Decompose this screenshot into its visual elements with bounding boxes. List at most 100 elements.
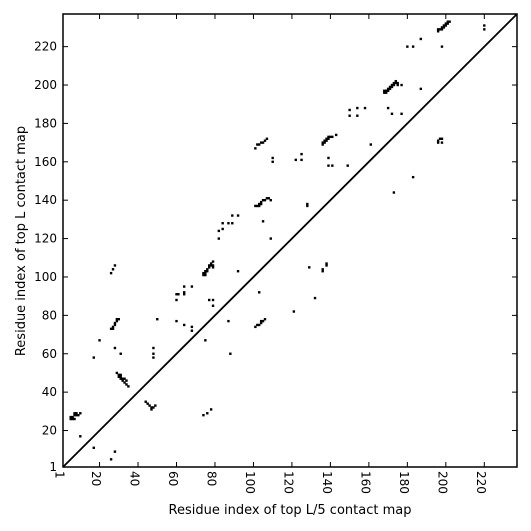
contact-point	[258, 291, 261, 294]
contact-point	[69, 415, 72, 419]
contact-point	[211, 304, 215, 307]
contact-point	[325, 262, 328, 265]
contact-point	[256, 204, 259, 208]
contact-point	[113, 346, 117, 350]
contact-point	[150, 408, 153, 411]
contact-point	[271, 156, 274, 160]
contact-point	[386, 106, 390, 110]
contact-point	[208, 266, 211, 269]
contact-point	[444, 22, 448, 25]
contact-point	[356, 114, 359, 117]
contact-point	[115, 371, 119, 375]
contact-point	[444, 24, 448, 27]
contact-point	[121, 379, 124, 382]
diagonal-layer	[62, 13, 518, 468]
contact-point	[236, 214, 240, 217]
contact-point	[294, 158, 297, 162]
contact-point	[263, 318, 267, 321]
contact-point	[175, 298, 178, 302]
contact-point	[327, 164, 330, 167]
contact-point	[113, 323, 117, 327]
contact-point	[383, 89, 386, 92]
contact-point	[259, 202, 263, 206]
contact-point	[211, 260, 215, 263]
contact-point	[394, 79, 398, 83]
contact-point	[386, 87, 390, 91]
contact-point	[221, 227, 224, 231]
contact-point	[204, 271, 207, 275]
contact-point	[411, 175, 415, 179]
contact-point	[258, 143, 261, 146]
contact-point	[77, 413, 80, 417]
diagonal-line	[62, 13, 518, 468]
contact-point	[182, 293, 186, 296]
contact-point	[308, 266, 311, 269]
contact-point	[204, 339, 207, 342]
contact-point	[325, 264, 328, 267]
contact-point	[261, 198, 265, 202]
contact-point	[175, 293, 178, 296]
contact-point	[119, 375, 122, 378]
contact-point	[440, 141, 444, 144]
contact-point	[211, 264, 215, 267]
contact-point	[127, 385, 130, 388]
x-tick-label: 100	[243, 471, 257, 494]
contact-point	[269, 237, 272, 240]
contact-point	[148, 404, 151, 407]
contact-point	[73, 413, 76, 417]
x-tick-label: 200	[435, 471, 449, 494]
contact-point	[119, 373, 122, 377]
contact-point	[256, 143, 259, 146]
x-axis-ticks: 1 20 40 60 80 100 120 140 160 180 200 220	[53, 14, 488, 494]
contact-point	[209, 264, 213, 267]
contact-point	[369, 143, 372, 146]
x-tick-label: 180	[397, 471, 411, 494]
contact-point	[436, 139, 440, 142]
contact-point	[327, 137, 330, 140]
contact-point	[386, 89, 390, 92]
contact-point	[202, 273, 205, 277]
contact-point	[396, 81, 399, 85]
y-tick-label: 80	[42, 308, 57, 322]
contact-point	[483, 28, 486, 31]
x-tick-label: 60	[166, 471, 180, 486]
contact-point	[125, 379, 128, 382]
contact-point	[292, 310, 296, 313]
y-tick-label: 100	[34, 270, 57, 284]
contact-point	[394, 81, 398, 85]
contact-point	[190, 285, 194, 288]
contact-point	[71, 415, 74, 419]
contact-point	[323, 139, 326, 142]
contact-point	[202, 413, 205, 417]
contact-point	[436, 141, 440, 144]
contact-point	[327, 135, 330, 139]
contact-point	[259, 319, 263, 323]
contact-point	[261, 141, 265, 144]
contact-point	[146, 402, 149, 405]
contact-point	[442, 24, 446, 27]
contact-point	[182, 291, 186, 294]
x-tick-label: 80	[204, 471, 218, 486]
contact-point	[356, 106, 359, 110]
contact-point	[325, 139, 328, 142]
contact-point	[150, 406, 153, 409]
contact-point	[190, 325, 194, 329]
contact-point	[115, 318, 119, 321]
contact-point	[442, 26, 446, 29]
contact-point	[440, 45, 444, 48]
y-tick-label: 120	[34, 232, 57, 246]
contact-point	[152, 352, 155, 355]
contact-point	[227, 319, 230, 323]
contact-point	[263, 139, 267, 142]
contact-point	[79, 435, 82, 438]
contact-point	[152, 356, 155, 359]
contact-point	[206, 412, 209, 415]
contact-point	[115, 319, 119, 323]
contact-point	[119, 352, 122, 355]
contact-point	[177, 293, 180, 296]
contact-point	[348, 114, 351, 117]
contact-point	[390, 83, 394, 87]
contact-point	[92, 356, 95, 359]
x-tick-label: 160	[358, 471, 372, 494]
